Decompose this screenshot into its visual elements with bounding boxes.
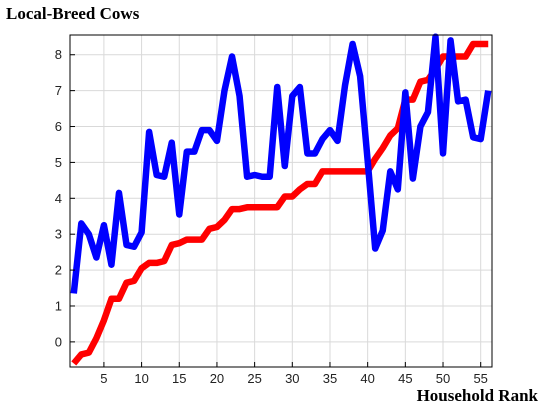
- y-tick-label: 5: [55, 155, 62, 170]
- x-tick-label: 45: [398, 371, 412, 386]
- x-tick-label: 5: [100, 371, 107, 386]
- x-tick-label: 15: [172, 371, 186, 386]
- y-tick-label: 7: [55, 83, 62, 98]
- x-tick-label: 55: [473, 371, 487, 386]
- y-tick-label: 8: [55, 47, 62, 62]
- x-tick-label: 20: [210, 371, 224, 386]
- y-tick-label: 6: [55, 119, 62, 134]
- x-tick-label: 35: [323, 371, 337, 386]
- plot-frame: [69, 34, 493, 368]
- x-tick-label: 30: [285, 371, 299, 386]
- y-tick-label: 3: [55, 227, 62, 242]
- grid: [70, 35, 492, 367]
- y-tick-label: 4: [55, 191, 62, 206]
- series-line-2: [71, 40, 489, 366]
- x-axis-label: Household Rank: [416, 386, 538, 405]
- x-tick-label: 25: [247, 371, 261, 386]
- y-tick-label: 0: [55, 334, 62, 349]
- y-tick-label: 2: [55, 263, 62, 278]
- y-tick-label: 1: [55, 298, 62, 313]
- x-tick-label: 50: [436, 371, 450, 386]
- x-tick-label: 40: [360, 371, 374, 386]
- series-line-1: [70, 33, 492, 294]
- x-tick-label: 10: [134, 371, 148, 386]
- chart-title: Local-Breed Cows: [6, 4, 140, 23]
- series-layer: [70, 33, 492, 366]
